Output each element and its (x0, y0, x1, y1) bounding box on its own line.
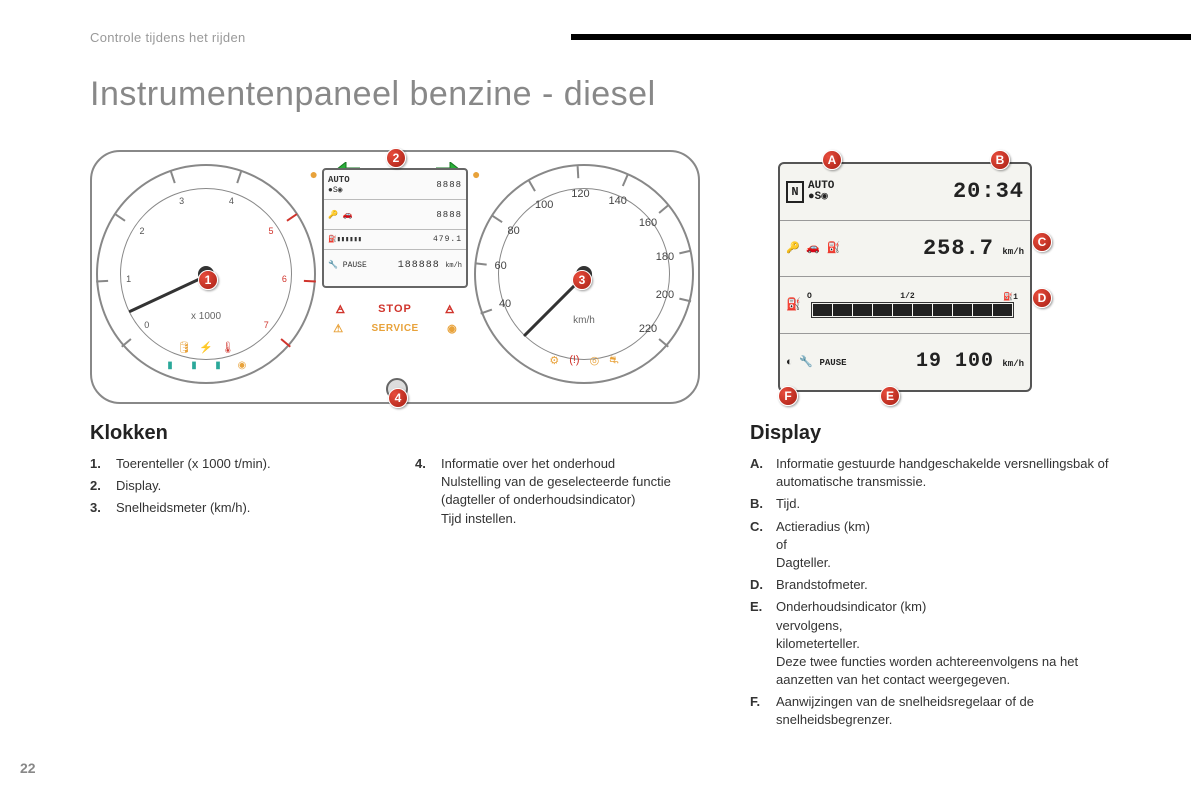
battery-icon: ⚡ (199, 341, 213, 354)
list-item: A.Informatie gestuurde handgeschakelde v… (750, 455, 1110, 491)
airbag-icon: ⚠ (333, 322, 343, 335)
engine-icon: ⚙ (549, 354, 559, 368)
indicator-lamp-icon: ▮ (210, 358, 226, 372)
list-item-text: Aanwijzingen van de snelheidsregelaar of… (776, 693, 1110, 729)
instrument-cluster-figure: 01234567 x 1000 🛢 ⚡ 🌡 ▮ ▮ ▮ ◉ ● (90, 150, 700, 404)
list-item-text: Onderhoudsindicator (km)vervolgens,kilom… (776, 598, 1110, 689)
callout-D: D (1032, 288, 1052, 308)
tacho-unit: x 1000 (191, 311, 221, 322)
list-item: B.Tijd. (750, 495, 1110, 513)
display-row-fuel: ⛽ O1/2⛽1 (780, 277, 1030, 334)
list-item: 4.Informatie over het onderhoudNulstelli… (415, 455, 700, 528)
list-item-key: 1. (90, 455, 116, 473)
indicator-lamp-icon: ▮ (186, 358, 202, 372)
list-item-key: F. (750, 693, 776, 729)
oil-icon: 🛢 (177, 341, 191, 354)
klokken-heading: Klokken (90, 422, 700, 445)
list-item: C.Actieradius (km)ofDagteller. (750, 518, 1110, 573)
seatbelt-icon: 🜁 (445, 298, 455, 320)
list-item-key: A. (750, 455, 776, 491)
list-item-key: C. (750, 518, 776, 573)
list-item-key: B. (750, 495, 776, 513)
list-item: 3.Snelheidsmeter (km/h). (90, 499, 375, 517)
list-item-text: Informatie over het onderhoudNulstelling… (441, 455, 700, 528)
indicator-lamp-icon: ◉ (234, 358, 250, 372)
list-item: D.Brandstofmeter. (750, 576, 1110, 594)
stop-warning: STOP (378, 303, 412, 315)
list-item-key: 2. (90, 477, 116, 495)
list-item-key: 3. (90, 499, 116, 517)
callout-A: A (822, 150, 842, 170)
list-item-key: E. (750, 598, 776, 689)
list-item-text: Snelheidsmeter (km/h). (116, 499, 375, 517)
list-item-key: 4. (415, 455, 441, 528)
callout-3: 3 (572, 270, 592, 290)
callout-4: 4 (388, 388, 408, 408)
callout-B: B (990, 150, 1010, 170)
service-warning: SERVICE (372, 323, 419, 334)
warning-lamp-icon: ● (472, 166, 480, 182)
callout-1: 1 (198, 270, 218, 290)
handbrake-icon: (!) (569, 354, 579, 368)
display-row-range: 🔑 🚗 ⛽ 258.7 km/h (780, 221, 1030, 278)
list-item-text: Actieradius (km)ofDagteller. (776, 518, 1110, 573)
warning-strip: 🜁 STOP 🜁 ⚠ SERVICE ◉ (322, 298, 468, 348)
list-item: 1.Toerenteller (x 1000 t/min). (90, 455, 375, 473)
list-item-text: Brandstofmeter. (776, 576, 1110, 594)
display-row-odo: ◐ 🔧 PAUSE 19 100 km/h (780, 334, 1030, 391)
display-detail-figure: N AUTO●S◉ 20:34 🔑 🚗 ⛽ 258.7 km/h ⛽ O1/2⛽… (760, 150, 1050, 404)
list-item: E.Onderhoudsindicator (km)vervolgens,kil… (750, 598, 1110, 689)
list-item-text: Informatie gestuurde handgeschakelde ver… (776, 455, 1110, 491)
list-item-key: D. (750, 576, 776, 594)
callout-2: 2 (386, 148, 406, 168)
temp-icon: 🌡 (221, 341, 235, 354)
klokken-section: Klokken 1.Toerenteller (x 1000 t/min).2.… (90, 422, 700, 734)
page-number: 22 (20, 760, 36, 776)
list-item-text: Display. (116, 477, 375, 495)
callout-C: C (1032, 232, 1052, 252)
display-heading: Display (750, 422, 1110, 445)
callout-F: F (778, 386, 798, 406)
page-title: Instrumentenpaneel benzine - diesel (90, 75, 1151, 114)
list-item-text: Toerenteller (x 1000 t/min). (116, 455, 375, 473)
header-rule (571, 34, 1191, 40)
list-item: F.Aanwijzingen van de snelheidsregelaar … (750, 693, 1110, 729)
airbag-icon: ◉ (447, 322, 457, 335)
warning-lamp-icon: ● (310, 166, 318, 182)
callout-E: E (880, 386, 900, 406)
indicator-lamp-icon: ▮ (162, 358, 178, 372)
engine-malfunction-icon: ⛐ (609, 354, 619, 368)
seatbelt-icon: 🜁 (335, 298, 345, 320)
speedo-unit: km/h (573, 315, 595, 326)
list-item: 2.Display. (90, 477, 375, 495)
list-item-text: Tijd. (776, 495, 1110, 513)
display-section: Display A.Informatie gestuurde handgesch… (750, 422, 1110, 734)
center-display: AUTO●S◉ 8888 🔑 🚗 8888 ⛽▮▮▮▮▮▮ 479.1 🔧 PA… (322, 168, 468, 288)
abs-icon: ◎ (590, 354, 600, 368)
display-row-gear-time: N AUTO●S◉ 20:34 (780, 164, 1030, 221)
